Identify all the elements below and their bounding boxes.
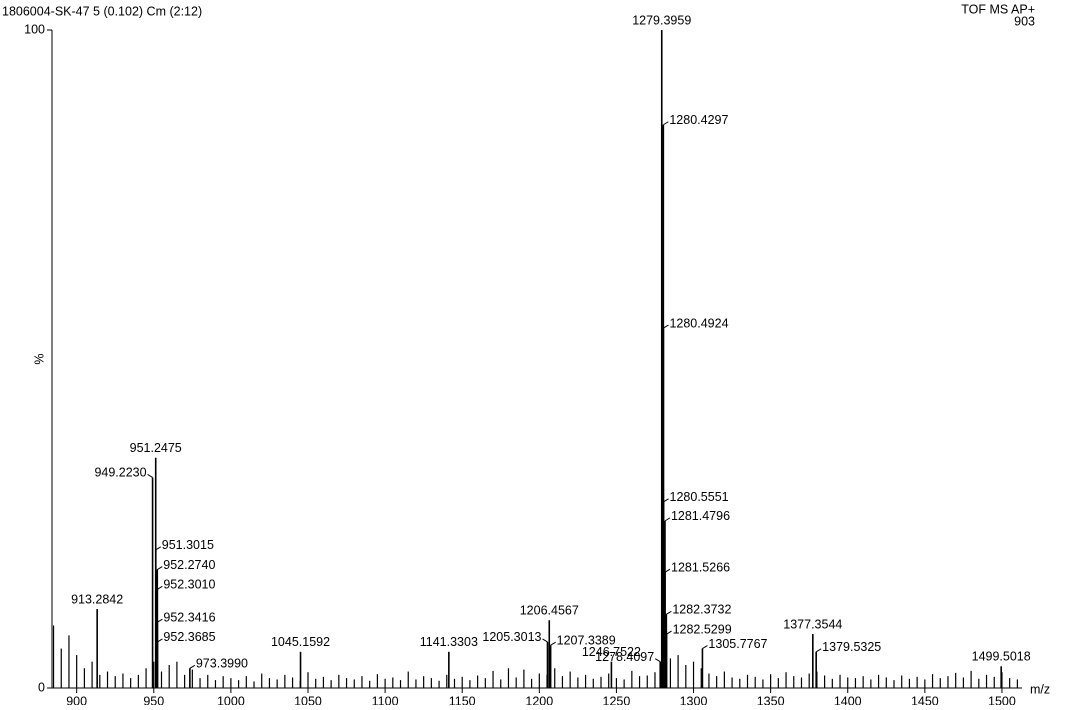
peak-label: 1141.3303 xyxy=(420,635,478,649)
leader xyxy=(666,630,672,635)
x-axis-label: m/z xyxy=(1030,682,1050,696)
peak-label: 1246.7522 xyxy=(582,645,641,659)
x-tick-label: 950 xyxy=(143,694,164,705)
peak-label: 1279.3959 xyxy=(632,13,691,27)
leader xyxy=(157,566,163,570)
x-tick-label: 900 xyxy=(66,694,87,705)
x-tick-label: 1250 xyxy=(603,694,631,705)
leader xyxy=(663,324,669,329)
leader xyxy=(702,645,708,649)
x-tick-label: 1150 xyxy=(449,694,476,705)
max-intensity: 903 xyxy=(1014,14,1035,28)
peak-label: 1280.4924 xyxy=(669,316,728,330)
x-tick-label: 1300 xyxy=(680,694,708,705)
x-tick-label: 1100 xyxy=(372,694,399,705)
leader xyxy=(157,585,163,590)
peak-label: 1281.4796 xyxy=(671,509,730,523)
peak-label: 1206.4567 xyxy=(520,604,579,618)
peak-label: 1282.5299 xyxy=(673,622,732,636)
y-axis-label: % xyxy=(32,353,46,364)
x-tick-label: 1350 xyxy=(757,694,785,705)
x-tick-label: 1000 xyxy=(217,694,245,705)
leader xyxy=(664,517,671,522)
peak-label: 1205.3013 xyxy=(482,630,541,644)
instrument: TOF MS AP+ xyxy=(961,2,1035,16)
leader xyxy=(542,638,548,643)
leader xyxy=(663,498,669,503)
peak-label: 1281.5266 xyxy=(671,560,730,574)
peak-label: 1280.4297 xyxy=(669,113,728,127)
peak-label: 1278.4097 xyxy=(595,650,654,664)
peak-label: 1280.5551 xyxy=(670,490,729,504)
y-tick-label: 0 xyxy=(38,680,45,694)
peak-label: 1045.1592 xyxy=(271,635,330,649)
chart-title: 1806004-SK-47 5 (0.102) Cm (2:12) xyxy=(2,4,202,18)
x-tick-label: 1400 xyxy=(834,694,862,705)
leader xyxy=(155,546,162,551)
leader xyxy=(147,474,153,478)
peak-label: 973.3990 xyxy=(196,657,248,671)
leader xyxy=(666,610,672,615)
peak-label: 1379.5325 xyxy=(822,640,881,654)
x-tick-label: 1200 xyxy=(525,694,553,705)
peak-label: 913.2842 xyxy=(71,592,123,606)
peak-label: 951.2475 xyxy=(130,441,182,455)
leader xyxy=(157,618,163,623)
peak-label: 949.2230 xyxy=(94,466,146,480)
leader xyxy=(189,664,196,669)
x-tick-label: 1450 xyxy=(911,694,939,705)
peak-label: 951.3015 xyxy=(162,538,214,552)
peak-label: 1305.7767 xyxy=(708,637,767,651)
peak-label: 1377.3544 xyxy=(783,617,842,631)
leader xyxy=(664,568,671,573)
leader xyxy=(654,658,661,663)
leader xyxy=(550,641,556,646)
leader xyxy=(815,648,822,653)
y-tick-label: 100 xyxy=(24,22,45,36)
leader xyxy=(663,121,669,126)
peak-label: 952.3010 xyxy=(163,578,215,592)
peak-label: 1499.5018 xyxy=(972,650,1031,664)
peak-label: 952.3416 xyxy=(163,610,215,624)
x-tick-label: 1050 xyxy=(294,694,322,705)
leader xyxy=(157,638,163,643)
peak-label: 1207.3389 xyxy=(557,634,616,648)
peak-label: 952.2740 xyxy=(163,558,215,572)
peak-label: 952.3685 xyxy=(163,630,215,644)
peak-label: 1282.3732 xyxy=(672,603,731,617)
x-tick-label: 1500 xyxy=(988,694,1016,705)
